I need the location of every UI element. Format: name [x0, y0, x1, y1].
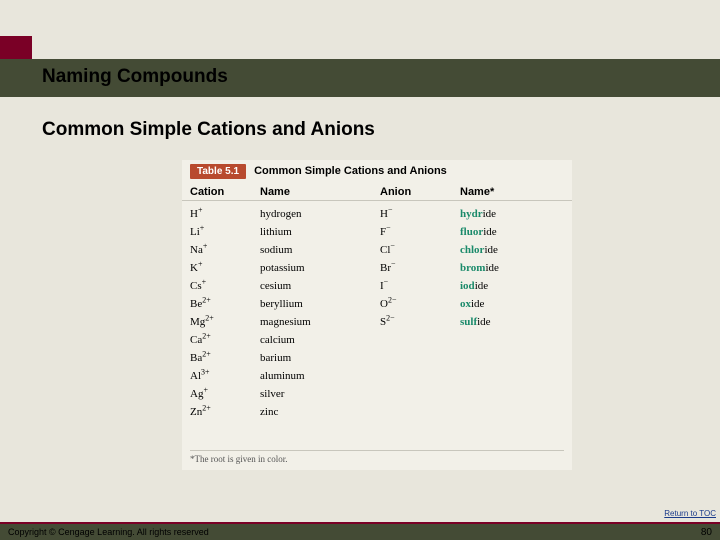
return-to-toc-link[interactable]: Return to TOC: [664, 509, 716, 518]
cell-anion-name: sulfide: [460, 316, 560, 328]
cell-cation: H+: [190, 208, 260, 220]
cell-cation: Zn2+: [190, 406, 260, 418]
cell-cation: Be2+: [190, 298, 260, 310]
table-row: Ba2+barium: [190, 349, 564, 367]
cell-cation: Ca2+: [190, 334, 260, 346]
cell-anion-name: fluoride: [460, 226, 560, 238]
copyright-text: Copyright © Cengage Learning. All rights…: [8, 527, 209, 537]
table-row: K+potassiumBr−bromide: [190, 259, 564, 277]
accent-block: [0, 36, 32, 59]
slide-subtitle: Common Simple Cations and Anions: [42, 119, 375, 141]
cell-anion-name: hydride: [460, 208, 560, 220]
cell-cation-name: lithium: [260, 226, 380, 238]
cell-cation-name: zinc: [260, 406, 380, 418]
table-row: H+hydrogenH−hydride: [190, 205, 564, 223]
cell-anion-name: iodide: [460, 280, 560, 292]
table-column-headers: Cation Name Anion Name*: [182, 182, 572, 201]
ion-table: Table 5.1 Common Simple Cations and Anio…: [182, 160, 572, 470]
footer-bar: Copyright © Cengage Learning. All rights…: [0, 522, 720, 540]
table-footnote: *The root is given in color.: [190, 450, 564, 464]
cell-cation: Na+: [190, 244, 260, 256]
table-row: Zn2+zinc: [190, 403, 564, 421]
cell-cation: Li+: [190, 226, 260, 238]
cell-anion: S2−: [380, 316, 460, 328]
table-row: Cs+cesiumI−iodide: [190, 277, 564, 295]
cell-cation: Ag+: [190, 388, 260, 400]
cell-cation-name: beryllium: [260, 298, 380, 310]
col-anion-name: Name*: [460, 186, 560, 198]
col-cation-name: Name: [260, 186, 380, 198]
table-row: Ag+silver: [190, 385, 564, 403]
cell-cation-name: silver: [260, 388, 380, 400]
col-anion: Anion: [380, 186, 460, 198]
cell-cation-name: sodium: [260, 244, 380, 256]
cell-cation: Al3+: [190, 370, 260, 382]
cell-cation-name: potassium: [260, 262, 380, 274]
cell-cation-name: hydrogen: [260, 208, 380, 220]
cell-cation: Cs+: [190, 280, 260, 292]
table-badge: Table 5.1: [190, 164, 246, 179]
cell-cation-name: calcium: [260, 334, 380, 346]
cell-cation: Ba2+: [190, 352, 260, 364]
page-number: 80: [701, 527, 712, 538]
cell-anion-name: oxide: [460, 298, 560, 310]
cell-anion: F−: [380, 226, 460, 238]
table-caption: Common Simple Cations and Anions: [254, 165, 447, 177]
table-body: H+hydrogenH−hydrideLi+lithiumF−fluorideN…: [182, 201, 572, 421]
cell-anion: I−: [380, 280, 460, 292]
slide-title: Naming Compounds: [42, 66, 228, 88]
cell-anion: O2−: [380, 298, 460, 310]
cell-anion: Cl−: [380, 244, 460, 256]
cell-cation-name: cesium: [260, 280, 380, 292]
table-row: Mg2+magnesiumS2−sulfide: [190, 313, 564, 331]
table-row: Li+lithiumF−fluoride: [190, 223, 564, 241]
table-caption-row: Table 5.1 Common Simple Cations and Anio…: [182, 160, 572, 182]
cell-cation: Mg2+: [190, 316, 260, 328]
table-row: Na+sodiumCl−chloride: [190, 241, 564, 259]
cell-cation-name: magnesium: [260, 316, 380, 328]
col-cation: Cation: [190, 186, 260, 198]
table-row: Be2+berylliumO2−oxide: [190, 295, 564, 313]
cell-cation: K+: [190, 262, 260, 274]
cell-anion: Br−: [380, 262, 460, 274]
cell-cation-name: barium: [260, 352, 380, 364]
table-row: Al3+aluminum: [190, 367, 564, 385]
table-row: Ca2+calcium: [190, 331, 564, 349]
cell-anion: H−: [380, 208, 460, 220]
cell-anion-name: bromide: [460, 262, 560, 274]
cell-anion-name: chloride: [460, 244, 560, 256]
cell-cation-name: aluminum: [260, 370, 380, 382]
